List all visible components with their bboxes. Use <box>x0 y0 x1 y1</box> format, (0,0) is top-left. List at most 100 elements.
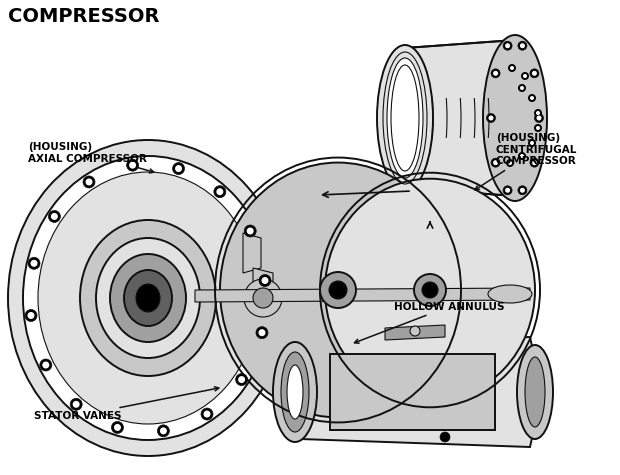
Circle shape <box>491 158 500 167</box>
Circle shape <box>126 159 139 171</box>
Ellipse shape <box>377 45 433 191</box>
Ellipse shape <box>287 365 303 419</box>
Circle shape <box>520 154 524 158</box>
Ellipse shape <box>391 65 419 171</box>
Circle shape <box>505 188 510 193</box>
Ellipse shape <box>488 285 532 303</box>
Circle shape <box>508 161 512 165</box>
Polygon shape <box>385 325 445 340</box>
Circle shape <box>532 71 537 76</box>
Ellipse shape <box>414 274 446 306</box>
Circle shape <box>520 188 525 193</box>
Circle shape <box>86 179 92 185</box>
Ellipse shape <box>329 281 347 299</box>
Circle shape <box>489 115 494 121</box>
Circle shape <box>238 376 245 383</box>
Circle shape <box>510 66 514 70</box>
Polygon shape <box>288 337 542 447</box>
Circle shape <box>40 359 52 371</box>
Circle shape <box>247 228 254 235</box>
Circle shape <box>528 94 536 102</box>
Ellipse shape <box>110 254 186 342</box>
Circle shape <box>530 158 539 167</box>
Circle shape <box>440 432 450 442</box>
Circle shape <box>518 41 527 50</box>
Ellipse shape <box>136 284 160 312</box>
Polygon shape <box>253 268 273 298</box>
Circle shape <box>536 115 541 121</box>
Bar <box>330 354 495 430</box>
Text: COMPRESSOR: COMPRESSOR <box>8 7 159 26</box>
Circle shape <box>530 141 534 145</box>
Circle shape <box>508 64 516 72</box>
Circle shape <box>30 260 38 267</box>
Circle shape <box>493 160 498 165</box>
Circle shape <box>410 326 420 336</box>
Ellipse shape <box>96 238 200 358</box>
Circle shape <box>236 373 247 386</box>
Circle shape <box>521 72 529 80</box>
Text: (HOUSING)
AXIAL COMPRESSOR: (HOUSING) AXIAL COMPRESSOR <box>28 142 154 173</box>
Circle shape <box>70 399 82 410</box>
Circle shape <box>487 114 495 123</box>
Circle shape <box>505 43 510 48</box>
Circle shape <box>172 162 185 175</box>
Ellipse shape <box>320 272 356 308</box>
Circle shape <box>518 186 527 195</box>
Circle shape <box>534 109 542 117</box>
Text: HOLLOW ANNULUS: HOLLOW ANNULUS <box>355 302 504 343</box>
Circle shape <box>25 310 37 322</box>
Polygon shape <box>243 233 261 273</box>
Ellipse shape <box>517 345 553 439</box>
Circle shape <box>259 275 271 286</box>
Circle shape <box>520 43 525 48</box>
Circle shape <box>51 213 58 220</box>
Polygon shape <box>258 258 286 318</box>
Circle shape <box>534 114 544 123</box>
Circle shape <box>530 96 534 100</box>
Circle shape <box>518 84 526 92</box>
Ellipse shape <box>244 279 282 317</box>
Ellipse shape <box>273 342 317 442</box>
Circle shape <box>520 86 524 90</box>
Text: (HOUSING)
CENTRIFUGAL
COMPRESSOR: (HOUSING) CENTRIFUGAL COMPRESSOR <box>475 133 577 190</box>
Circle shape <box>536 111 540 115</box>
Circle shape <box>503 186 512 195</box>
Circle shape <box>528 139 536 147</box>
Circle shape <box>175 165 182 172</box>
Circle shape <box>503 41 512 50</box>
Circle shape <box>114 424 121 431</box>
Circle shape <box>256 327 268 339</box>
Circle shape <box>42 361 50 369</box>
Polygon shape <box>405 40 515 196</box>
Circle shape <box>216 188 223 195</box>
Circle shape <box>244 225 256 237</box>
Ellipse shape <box>422 282 438 298</box>
Circle shape <box>28 257 40 269</box>
Circle shape <box>83 176 95 188</box>
Ellipse shape <box>525 357 545 427</box>
Circle shape <box>160 428 167 434</box>
Circle shape <box>262 277 268 284</box>
Ellipse shape <box>387 58 423 178</box>
Circle shape <box>530 69 539 78</box>
Circle shape <box>534 124 542 132</box>
Circle shape <box>203 410 211 418</box>
Ellipse shape <box>124 270 172 326</box>
Circle shape <box>157 425 169 437</box>
Circle shape <box>536 126 540 130</box>
Ellipse shape <box>38 172 258 424</box>
Circle shape <box>214 186 226 198</box>
Circle shape <box>129 162 136 169</box>
Circle shape <box>201 408 213 420</box>
Circle shape <box>112 421 123 433</box>
Circle shape <box>259 329 265 336</box>
Ellipse shape <box>325 179 535 401</box>
Ellipse shape <box>220 162 456 418</box>
Text: STATOR VANES: STATOR VANES <box>34 387 219 421</box>
Ellipse shape <box>483 35 547 201</box>
Circle shape <box>48 210 60 222</box>
Circle shape <box>491 69 500 78</box>
Ellipse shape <box>80 220 216 376</box>
Ellipse shape <box>253 288 273 308</box>
